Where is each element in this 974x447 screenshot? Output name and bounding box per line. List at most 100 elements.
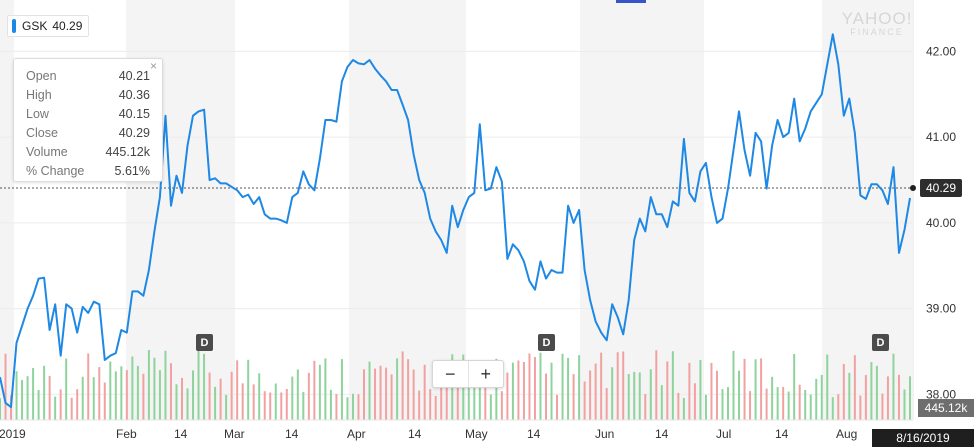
volume-bar xyxy=(660,385,663,420)
series-swatch xyxy=(12,19,16,33)
volume-bar xyxy=(43,365,46,420)
volume-bar xyxy=(0,398,1,420)
x-tick-label: Feb xyxy=(116,427,137,441)
volume-bar xyxy=(528,353,531,420)
volume-bar xyxy=(258,373,261,420)
volume-bar xyxy=(247,359,250,420)
volume-bar xyxy=(556,394,559,420)
volume-bar xyxy=(412,369,415,420)
volume-bar xyxy=(738,370,741,420)
volume-bar xyxy=(456,363,459,420)
volume-bar xyxy=(236,360,239,420)
month-band xyxy=(349,0,466,420)
volume-bar xyxy=(815,378,818,420)
volume-bar xyxy=(572,374,575,420)
tooltip-value: 40.21 xyxy=(118,69,150,83)
month-bands xyxy=(0,0,912,420)
volume-bar xyxy=(721,389,724,420)
volume-bar xyxy=(638,372,641,420)
volume-bar xyxy=(203,353,206,420)
x-tick-label: 14 xyxy=(408,427,422,441)
volume-bar xyxy=(70,397,73,420)
volume-bar xyxy=(219,378,222,420)
tooltip-row-open: Open 40.21 xyxy=(26,69,150,87)
volume-bar xyxy=(704,394,707,420)
volume-bar xyxy=(92,377,95,420)
volume-bar xyxy=(793,353,796,420)
volume-bar xyxy=(175,384,178,420)
x-tick-label: 14 xyxy=(285,427,299,441)
x-tick-label: Aug xyxy=(836,427,857,441)
volume-bar xyxy=(313,360,316,420)
volume-bar xyxy=(401,351,404,420)
volume-bar xyxy=(627,373,630,420)
tooltip-label: Volume xyxy=(26,145,68,159)
volume-bar xyxy=(76,389,79,420)
volume-bar xyxy=(390,374,393,420)
volume-bar xyxy=(611,367,614,420)
volume-bar xyxy=(142,373,145,420)
volume-bar xyxy=(688,362,691,420)
legend-chip[interactable]: GSK 40.29 xyxy=(7,15,90,37)
volume-bar xyxy=(765,388,768,420)
volume-bar xyxy=(478,367,481,420)
volume-bar xyxy=(164,350,167,420)
tooltip-label: High xyxy=(26,88,52,102)
volume-bar xyxy=(859,395,862,420)
volume-bar xyxy=(875,365,878,420)
volume-bar xyxy=(346,397,349,420)
volume-bar xyxy=(622,351,625,420)
volume-bar xyxy=(727,387,729,420)
volume-bar xyxy=(826,354,829,420)
month-band xyxy=(822,0,912,420)
tooltip-row-volume: Volume 445.12k xyxy=(26,145,150,163)
zoom-in-button[interactable]: + xyxy=(467,361,504,387)
volume-bar xyxy=(357,394,360,420)
volume-bar xyxy=(87,353,90,420)
volume-bar xyxy=(864,375,867,420)
volume-bar xyxy=(903,389,906,420)
y-tick-label: 40.00 xyxy=(926,216,956,230)
volume-bar xyxy=(600,352,603,420)
legend-value: 40.29 xyxy=(52,19,83,33)
volume-bar xyxy=(567,357,570,420)
volume-bar xyxy=(754,359,757,420)
tooltip-row-change: % Change 5.61% xyxy=(26,164,150,182)
volume-bar xyxy=(842,363,845,420)
volume-bar xyxy=(15,371,18,420)
volume-bar xyxy=(263,391,266,420)
top-indicator xyxy=(616,0,646,3)
volume-bar xyxy=(886,376,889,420)
volume-bar xyxy=(605,388,608,420)
volume-bar xyxy=(473,373,476,420)
dividend-marker[interactable]: D xyxy=(872,334,889,351)
dividend-marker[interactable]: D xyxy=(196,334,213,351)
last-point-marker xyxy=(910,185,916,191)
dividend-marker[interactable]: D xyxy=(538,334,555,351)
close-icon[interactable]: × xyxy=(149,59,157,73)
legend-symbol: GSK xyxy=(22,19,48,33)
crosshair-volume-label: 445.12k xyxy=(918,399,974,417)
volume-bar xyxy=(59,389,62,420)
tooltip-value: 5.61% xyxy=(114,164,150,178)
volume-bar xyxy=(120,366,123,420)
volume-bar xyxy=(870,362,873,420)
volume-bar xyxy=(500,391,503,420)
y-tick-label: 39.00 xyxy=(926,302,956,316)
volume-bar xyxy=(434,395,437,420)
x-tick-label: Jul xyxy=(716,427,731,441)
zoom-out-button[interactable]: − xyxy=(444,363,456,384)
volume-bar xyxy=(385,367,388,420)
volume-bar xyxy=(54,396,57,420)
tooltip-value: 40.15 xyxy=(118,107,150,121)
volume-bar xyxy=(671,351,674,420)
volume-bar xyxy=(495,358,498,420)
volume-bar xyxy=(732,350,735,420)
volume-bar xyxy=(214,386,217,420)
y-tick-label: 41.00 xyxy=(926,130,956,144)
volume-bar xyxy=(594,363,597,420)
tooltip-label: Open xyxy=(26,69,57,83)
volume-bar xyxy=(710,362,713,420)
volume-bar xyxy=(192,370,195,420)
